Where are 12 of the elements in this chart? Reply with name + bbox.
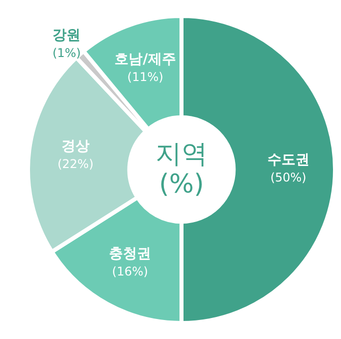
slice-label: 충청권 <box>109 246 152 262</box>
data-label: (1%) <box>52 46 81 60</box>
text: (%) <box>159 169 204 200</box>
slice-label: 호남/제주 <box>114 52 176 68</box>
slice-label: 경상 <box>62 138 90 155</box>
text: 지역 <box>156 139 208 170</box>
data-label: (50%) <box>270 170 306 185</box>
slice-label: 강원 <box>52 28 81 44</box>
slice-label: 수도권 <box>267 152 310 168</box>
data-label: (16%) <box>112 264 148 278</box>
data-label: (22%) <box>57 157 94 172</box>
data-label: (11%) <box>127 70 164 84</box>
